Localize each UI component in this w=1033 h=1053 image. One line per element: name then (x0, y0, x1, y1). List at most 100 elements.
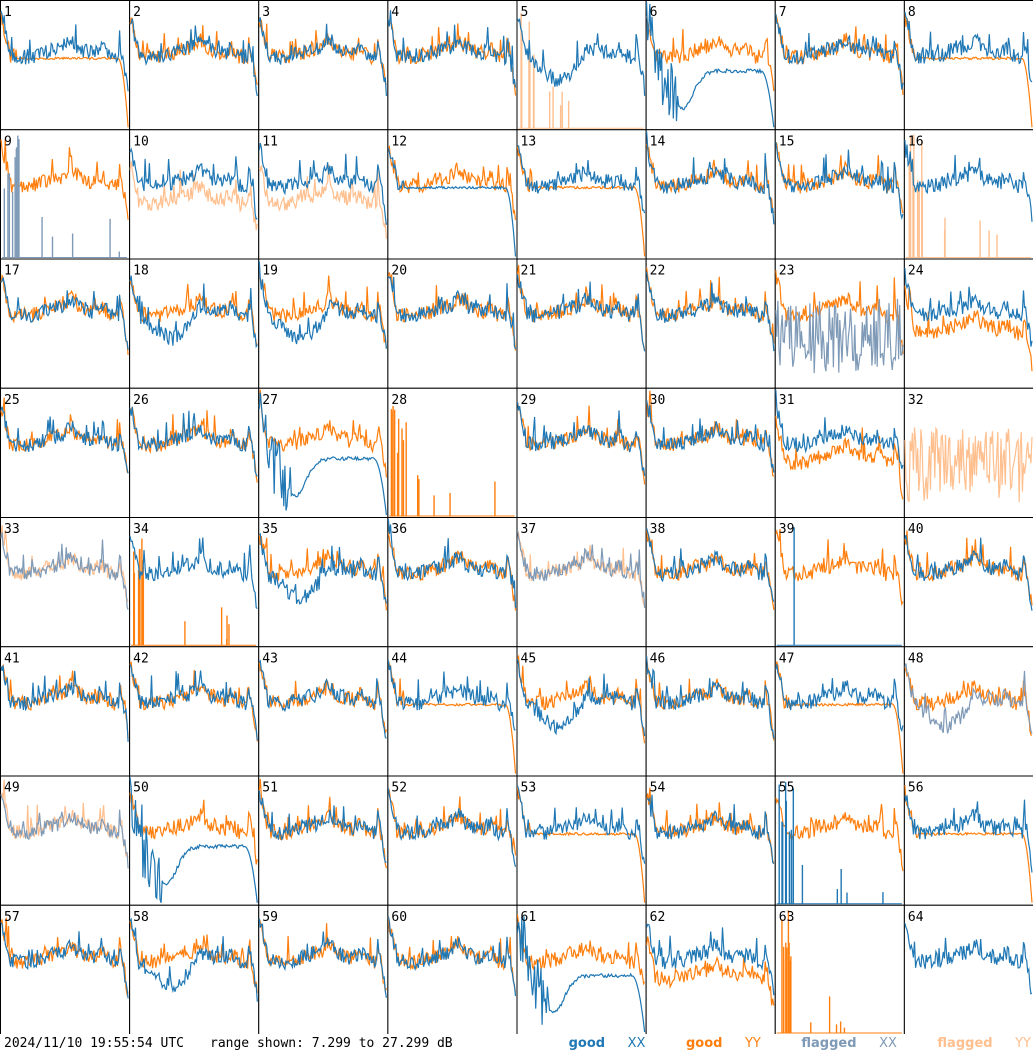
panel-border (0, 517, 131, 648)
panel-border (645, 0, 776, 131)
panel-border (387, 775, 518, 906)
panel-1-yy-series (0, 11, 129, 128)
panel-34: 34 (129, 517, 260, 648)
panel-label: 6 (650, 5, 658, 20)
panel-23-xx-series (775, 298, 904, 374)
panel-62-xx-series (646, 923, 775, 996)
panel-label: 32 (908, 393, 924, 408)
panel-57-xx-series (0, 922, 129, 999)
panel-label: 16 (908, 134, 924, 149)
panel-label: 11 (262, 134, 278, 149)
panel-35-xx-series (258, 532, 387, 605)
panel-label: 44 (391, 651, 407, 666)
panel-border (645, 775, 776, 906)
panel-label: 24 (908, 264, 924, 279)
panel-14: 14 (645, 129, 776, 260)
panel-border (129, 646, 260, 777)
panel-label: 47 (779, 651, 795, 666)
panel-55-yy-series (775, 797, 904, 872)
panel-48: 48 (903, 646, 1033, 777)
panel-10-yy-series (129, 161, 258, 231)
panel-border (516, 0, 647, 131)
panel-12: 12 (387, 129, 518, 260)
panel-51: 51 (258, 775, 389, 906)
panel-border (129, 129, 260, 260)
panel-10: 10 (129, 129, 260, 260)
panel-border (516, 129, 647, 260)
panel-9: 9 (0, 129, 131, 260)
panel-45-xx-series (516, 658, 646, 737)
panel-31-xx-series (775, 389, 904, 469)
panel-49: 49 (0, 775, 131, 906)
panel-5: 5 (516, 0, 647, 131)
panel-61: 61 (516, 904, 647, 1034)
panel-61-yy-series (516, 914, 646, 986)
panel-label: 46 (650, 651, 666, 666)
panel-33: 33 (0, 517, 131, 648)
panel-27: 27 (258, 387, 389, 518)
panel-label: 36 (391, 522, 407, 537)
panel-label: 13 (521, 134, 537, 149)
panel-border (387, 129, 518, 260)
legend-flagged-xx: flagged XX (801, 1036, 897, 1051)
panel-24-yy-series (904, 285, 1033, 372)
panel-38-xx-series (646, 528, 775, 602)
panel-label: 43 (262, 651, 278, 666)
panel-2-xx-series (129, 18, 258, 97)
panel-border (0, 0, 131, 131)
panel-border (129, 517, 260, 648)
panel-41: 41 (0, 646, 131, 777)
panel-label: 33 (4, 522, 20, 537)
panel-border (774, 517, 905, 648)
panel-30: 30 (645, 387, 776, 518)
panel-label: 9 (4, 134, 12, 149)
panel-label: 12 (391, 134, 407, 149)
panel-8-xx-series (904, 11, 1033, 83)
panel-19: 19 (258, 258, 389, 389)
panel-36: 36 (387, 517, 518, 648)
panel-21: 21 (516, 258, 647, 389)
panel-9-yy-series (0, 138, 129, 220)
panel-border (387, 258, 518, 389)
panel-30-xx-series (646, 400, 775, 473)
panel-38: 38 (645, 517, 776, 648)
panel-10-xx-series (129, 147, 258, 220)
panel-29: 29 (516, 387, 647, 518)
panel-35-yy-series (258, 534, 387, 611)
panel-42: 42 (129, 646, 260, 777)
panel-label: 53 (521, 781, 537, 796)
panel-50-yy-series (129, 792, 258, 865)
panel-label: 37 (521, 522, 537, 537)
panel-53-yy-series (516, 786, 646, 903)
panel-border (645, 129, 776, 260)
panel-border (645, 517, 776, 648)
panel-label: 7 (779, 5, 787, 20)
panel-5-xx-series (516, 17, 646, 96)
panel-40-xx-series (904, 534, 1033, 611)
panel-label: 38 (650, 522, 666, 537)
panel-label: 39 (779, 522, 795, 537)
panel-41-xx-series (0, 665, 129, 742)
panel-26-xx-series (129, 406, 258, 477)
panel-50: 50 (129, 775, 260, 906)
panel-59: 59 (258, 904, 389, 1034)
panel-label: 23 (779, 264, 795, 279)
panel-border (0, 904, 131, 1034)
panel-label: 56 (908, 781, 924, 796)
panel-49-xx-series (0, 794, 129, 869)
panel-39-yy-series (775, 528, 904, 607)
panel-47-xx-series (775, 664, 904, 733)
panel-7: 7 (774, 0, 905, 131)
panel-border (516, 646, 647, 777)
panel-border (516, 387, 647, 518)
panel-border (516, 258, 647, 389)
panel-border (258, 775, 389, 906)
timestamp: 2024/11/10 19:55:54 UTC (4, 1036, 185, 1051)
panel-border (258, 129, 389, 260)
panel-58-xx-series (129, 917, 258, 1002)
panel-55: 55 (774, 775, 905, 906)
panel-label: 50 (133, 781, 149, 796)
panel-58: 58 (129, 904, 260, 1034)
panel-57: 57 (0, 904, 131, 1034)
